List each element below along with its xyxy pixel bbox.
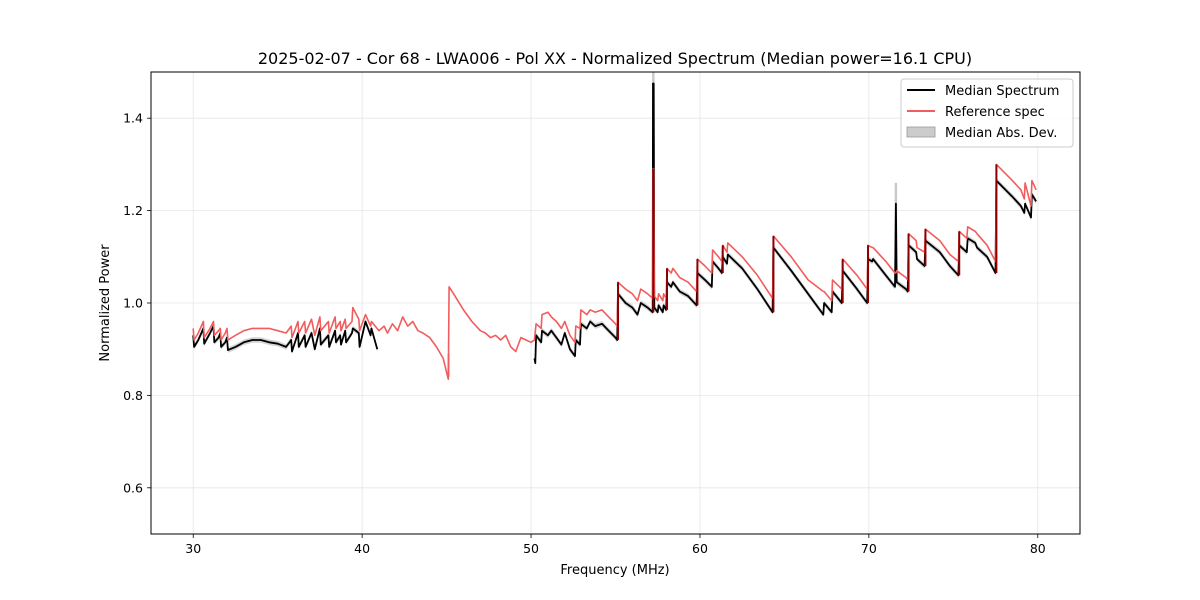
y-axis-label: Normalized Power [98,244,113,362]
x-tick-label: 30 [185,541,201,556]
legend-box [900,78,1074,148]
x-tick-label: 70 [861,541,877,556]
x-tick-label: 80 [1030,541,1046,556]
x-tick-label: 60 [692,541,708,556]
legend-label-median-abs-dev: Median Abs. Dev. [945,126,1057,141]
legend-swatch-median-abs-dev [906,126,936,138]
series-lines [192,82,1037,381]
reference-spectrum-line [192,163,1037,381]
legend-label-median-spectrum: Median Spectrum [945,84,1059,99]
y-tick-label: 0.6 [123,480,143,495]
legend-label-reference-spec: Reference spec [945,105,1045,120]
y-tick-label: 1.2 [123,203,143,218]
y-tick-label: 1.0 [123,296,143,311]
x-axis-ticks: 30 40 50 60 70 80 [185,534,1046,556]
y-tick-label: 1.4 [123,111,143,126]
y-axis-ticks: 0.6 0.8 1.0 1.2 1.4 [123,111,151,495]
legend: Median Spectrum Reference spec Median Ab… [900,78,1074,148]
chart-title: 2025-02-07 - Cor 68 - LWA006 - Pol XX - … [258,49,972,68]
x-axis-label: Frequency (MHz) [560,563,669,578]
y-tick-label: 0.8 [123,388,143,403]
x-tick-label: 50 [523,541,539,556]
x-tick-label: 40 [354,541,370,556]
